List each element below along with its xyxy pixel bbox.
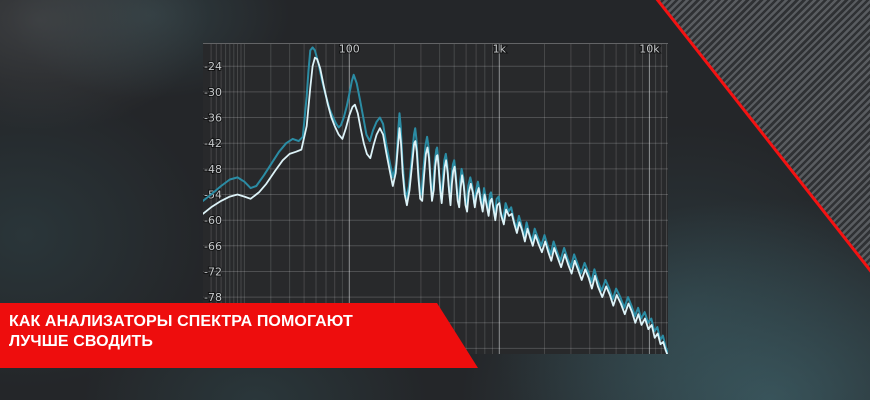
y-tick-label: -36	[204, 112, 222, 125]
x-tick-label: 100	[339, 44, 360, 56]
spectrum-trace-teal	[203, 46, 668, 353]
x-tick-label: 1k	[493, 44, 507, 56]
y-tick-label: -48	[204, 163, 222, 176]
y-tick-label: -42	[204, 137, 222, 150]
title-line-1: КАК АНАЛИЗАТОРЫ СПЕКТРА ПОМОГАЮТ	[9, 313, 353, 330]
y-tick-label: -78	[204, 291, 222, 304]
y-tick-label: -54	[204, 189, 222, 202]
y-tick-label: -24	[204, 60, 222, 73]
y-tick-label: -72	[204, 266, 222, 279]
spectrum-analyzer-panel: 100 1k 10k -24 -30 -36 -42 -48 -54 -60 -66 -72 -78	[203, 43, 668, 354]
title-ribbon: КАК АНАЛИЗАТОРЫ СПЕКТРА ПОМОГАЮТ ЛУЧШЕ С…	[0, 303, 478, 368]
y-tick-label: -66	[204, 240, 222, 253]
spectrum-chart: 100 1k 10k -24 -30 -36 -42 -48 -54 -60 -66 -72 -78	[203, 44, 668, 354]
spectrum-trace-light	[203, 56, 668, 354]
y-tick-label: -60	[204, 214, 222, 227]
y-tick-label: -30	[204, 86, 222, 99]
x-tick-label: 10k	[639, 44, 660, 56]
title-line-2: ЛУЧШЕ СВОДИТЬ	[9, 332, 154, 350]
